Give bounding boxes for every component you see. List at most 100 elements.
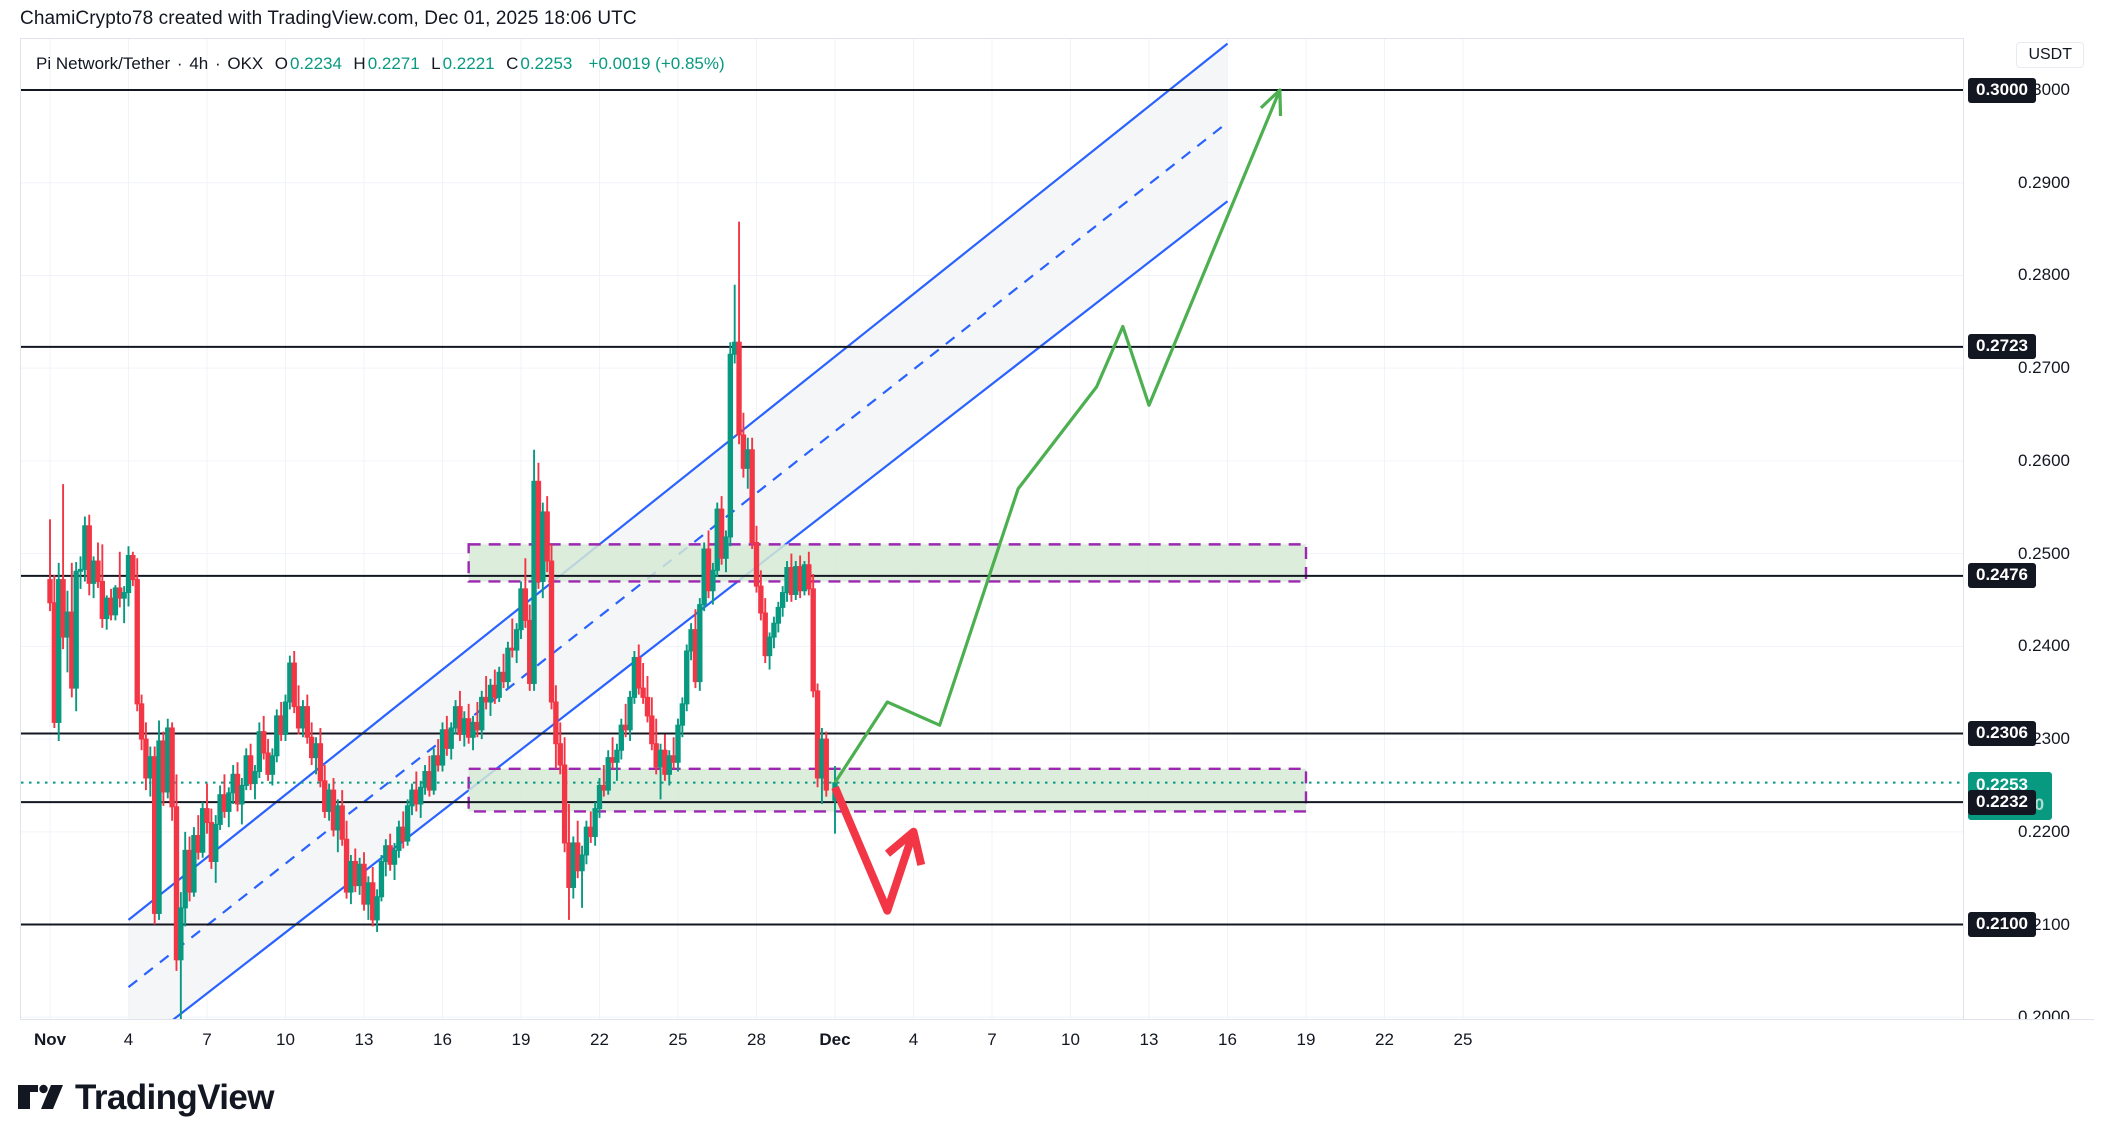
candle-body [143, 738, 149, 779]
candle-body [330, 789, 337, 831]
time-tick: 10 [1061, 1030, 1080, 1049]
bullish-projection-path[interactable] [833, 89, 1282, 784]
candle-body [814, 690, 821, 779]
candle-body [636, 656, 642, 689]
price-label-value: 0.2100 [1976, 914, 2028, 934]
price-label-value: 0.3000 [1976, 79, 2028, 99]
candle-body [479, 696, 485, 731]
candle-body [653, 743, 659, 768]
price-tick: 0.2800 [2018, 265, 2070, 285]
candle-body [391, 849, 398, 865]
candle-body [775, 606, 781, 624]
time-tick: 25 [668, 1030, 688, 1049]
candle-body [104, 597, 110, 620]
candlestick-plot[interactable] [21, 39, 1964, 1059]
legend-high-value: 0.2271 [367, 54, 420, 73]
candle-body [308, 736, 315, 759]
price-scale[interactable]: USDT 0.3000 0.2900 0.2800 0.2700 0.2600 0.250… [1963, 38, 2094, 1060]
legend-symbol[interactable]: Pi Network/Tether [36, 54, 171, 73]
price-level-label[interactable]: 0.2723 [1968, 334, 2036, 360]
candle-body [130, 554, 136, 581]
candle-body [684, 650, 690, 705]
candle-body [186, 849, 193, 893]
candle-body [261, 731, 267, 754]
legend-sep-1: · [176, 54, 183, 73]
candle-body [287, 662, 293, 703]
candle-body [234, 773, 241, 805]
candle-body [274, 715, 280, 757]
candle-body [749, 449, 755, 544]
time-tick: 4 [123, 1030, 134, 1049]
candle-body [117, 587, 123, 599]
candle-body [348, 860, 354, 893]
candle-body [125, 554, 132, 594]
legend-exchange[interactable]: OKX [227, 54, 264, 73]
candle-body [160, 740, 167, 793]
candle-body [151, 756, 158, 914]
candle-body [627, 696, 633, 731]
price-label-value: 0.2476 [1976, 565, 2028, 585]
candle-body [718, 508, 725, 559]
candle-body [788, 567, 795, 595]
price-tick: 0.2700 [2018, 358, 2070, 378]
candle-body [256, 731, 263, 773]
price-level-label[interactable]: 0.2306 [1968, 721, 2036, 747]
bullish-arrowhead [1259, 88, 1283, 117]
legend-interval[interactable]: 4h [189, 54, 209, 73]
time-tick: 13 [1139, 1030, 1159, 1049]
candle-body [688, 629, 694, 652]
candle-body [823, 738, 829, 791]
candle-body [657, 749, 664, 768]
time-tick: 22 [590, 1030, 609, 1049]
price-level-label[interactable]: 0.2476 [1968, 563, 2036, 589]
candle-body [387, 845, 393, 865]
legend-high-label: H [353, 54, 366, 73]
candle-body [69, 611, 75, 689]
candle-body [121, 592, 127, 599]
candle-body [522, 588, 529, 621]
channel-median-line[interactable] [127, 121, 1229, 989]
price-level-label[interactable]: 0.2100 [1968, 912, 2036, 938]
candle-body [77, 568, 84, 572]
candle-body [304, 706, 310, 738]
candle-body [762, 612, 768, 657]
candle-body [221, 794, 228, 812]
legend-sep-2: · [214, 54, 221, 73]
attribution-text: ChamiCrypto78 created with TradingView.c… [20, 8, 637, 29]
bearish-projection-path[interactable] [831, 785, 918, 915]
candle-body [204, 808, 210, 824]
price-label-value: 0.2723 [1976, 336, 2028, 356]
bearish-arrowhead [884, 827, 926, 866]
candle-body [444, 729, 450, 749]
time-scale[interactable]: Nov 4 7 10 13 16 19 22 25 28 Dec 4 7 10 13 16 19 22 25 [20, 1019, 2094, 1060]
candle-body [596, 784, 603, 810]
candle-body [409, 789, 415, 807]
candle-body [470, 721, 476, 738]
candle-body [413, 789, 420, 805]
channel-lower-line[interactable] [127, 200, 1229, 1056]
candle-body [679, 703, 686, 726]
candle-body [548, 560, 555, 703]
candle-body [365, 882, 372, 905]
time-tick: 4 [908, 1030, 919, 1049]
candle-body [243, 755, 249, 786]
candle-body [745, 449, 751, 469]
chart-frame[interactable] [20, 38, 2094, 1060]
candle-body [771, 622, 777, 638]
candle-body [622, 724, 629, 731]
candle-body [435, 755, 441, 766]
candle-body [291, 662, 297, 708]
currency-badge[interactable]: USDT [2016, 42, 2084, 68]
candle-body [452, 706, 459, 729]
price-level-label[interactable]: 0.3000 [1968, 77, 2036, 103]
price-level-label[interactable]: 0.2232 [1968, 789, 2036, 815]
candle-body [732, 341, 738, 355]
candle-body [806, 564, 812, 590]
candle-body [252, 771, 258, 785]
candle-body [779, 592, 786, 608]
candle-body [509, 647, 515, 651]
candle-body [644, 696, 651, 717]
channel-upper-line[interactable] [127, 42, 1229, 921]
candle-body [199, 808, 206, 853]
candle-body [649, 715, 655, 745]
